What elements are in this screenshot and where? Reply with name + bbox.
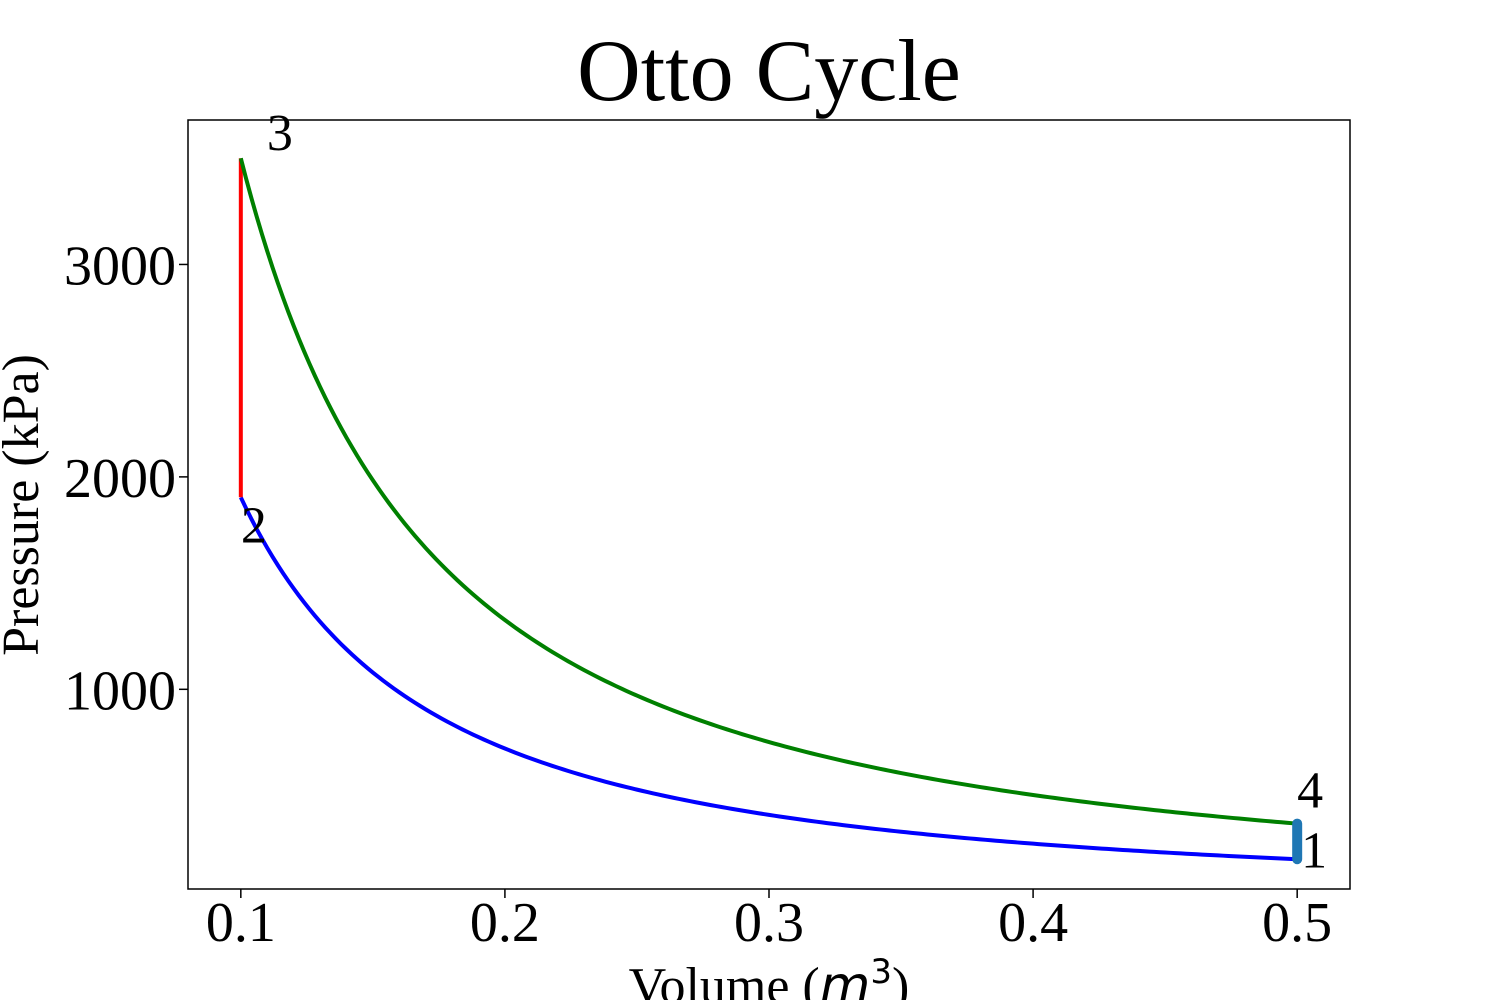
y-tick-label: 2000 <box>64 448 176 510</box>
x-tick-label: 0.1 <box>206 892 276 954</box>
state-point-label: 1 <box>1301 822 1327 879</box>
x-axis-label-close: ) <box>892 958 909 1000</box>
y-tick-label: 3000 <box>64 235 176 297</box>
state-point-label: 2 <box>241 497 267 554</box>
x-tick-label: 0.4 <box>998 892 1068 954</box>
x-axis-label-unit: m <box>820 956 871 1000</box>
chart-title: Otto Cycle <box>577 23 961 120</box>
x-tick-label: 0.2 <box>470 892 540 954</box>
state-point-label: 4 <box>1297 763 1323 820</box>
x-axis-label-exponent: 3 <box>870 952 892 992</box>
x-axis-label: Volume (m3) <box>629 952 910 1000</box>
series-layer <box>238 157 1303 865</box>
x-axis-label-text: Volume ( <box>629 958 820 1000</box>
x-tick-label: 0.3 <box>734 892 804 954</box>
y-tick-label: 1000 <box>64 660 176 722</box>
y-axis-label: Pressure (kPa) <box>0 354 50 656</box>
series-line-compression <box>239 496 1298 862</box>
plot-frame <box>187 119 1351 890</box>
x-axis-ticks: 0.1 0.2 0.3 0.4 0.5 <box>206 889 1332 954</box>
state-point-label: 3 <box>267 105 293 162</box>
point-labels: 1 2 3 4 <box>241 105 1327 879</box>
series-line-expansion <box>238 157 1298 826</box>
y-axis-ticks: 1000 2000 3000 <box>64 235 188 722</box>
x-tick-label: 0.5 <box>1262 892 1332 954</box>
